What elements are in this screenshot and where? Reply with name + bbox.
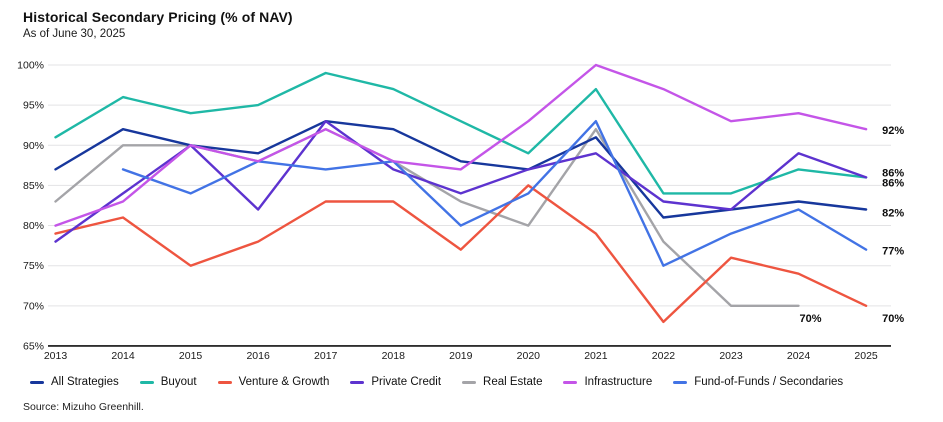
- x-tick-label: 2016: [246, 350, 270, 362]
- series-end-label: 70%: [882, 313, 904, 325]
- series-end-label: 92%: [882, 125, 904, 137]
- chart-subtitle: As of June 30, 2025: [23, 28, 126, 40]
- legend-swatch-icon: [217, 380, 232, 384]
- x-tick-label: 2022: [652, 350, 676, 362]
- x-tick-label: 2013: [44, 350, 68, 362]
- x-tick-label: 2015: [179, 350, 203, 362]
- series-line-infrastructure: [54, 63, 868, 227]
- legend-label: Infrastructure: [584, 376, 653, 388]
- x-tick-label: 2019: [449, 350, 473, 362]
- legend-swatch-icon: [350, 380, 365, 384]
- x-tick-label: 2018: [382, 350, 406, 362]
- series-line-venture-growth: [54, 184, 868, 324]
- series-end-label: 77%: [882, 246, 904, 258]
- legend-swatch-icon: [462, 380, 477, 384]
- legend-item-real-estate: Real Estate: [462, 376, 542, 388]
- legend-item-venture-growth: Venture & Growth: [217, 376, 330, 388]
- x-tick-label: 2020: [517, 350, 541, 362]
- legend-label: All Strategies: [51, 376, 119, 388]
- y-tick-label: 75%: [23, 260, 44, 272]
- legend-swatch-icon: [563, 380, 578, 384]
- legend-item-infrastructure: Infrastructure: [563, 376, 652, 388]
- series-end-label: 86%: [882, 167, 904, 179]
- legend-item-private-credit: Private Credit: [350, 376, 441, 388]
- x-tick-label: 2014: [111, 350, 135, 362]
- series-end-label: 70%: [800, 313, 822, 325]
- x-tick-label: 2024: [787, 350, 811, 362]
- legend-swatch-icon: [673, 380, 688, 384]
- y-tick-label: 95%: [23, 100, 44, 112]
- legend-item-all-strategies: All Strategies: [30, 376, 119, 388]
- legend-swatch-icon: [139, 380, 154, 384]
- source-note: Source: Mizuho Greenhill.: [23, 401, 144, 413]
- legend-label: Private Credit: [371, 376, 442, 388]
- y-tick-label: 70%: [23, 300, 44, 312]
- y-tick-label: 80%: [23, 220, 44, 232]
- x-tick-label: 2023: [719, 350, 743, 362]
- legend-label: Real Estate: [483, 376, 543, 388]
- y-tick-label: 90%: [23, 140, 44, 152]
- x-tick-label: 2017: [314, 350, 338, 362]
- series-line-fund-of-funds-secondaries: [121, 119, 868, 267]
- legend-label: Venture & Growth: [238, 376, 330, 388]
- y-tick-label: 85%: [23, 180, 44, 192]
- series-line-real-estate: [54, 127, 800, 307]
- legend-item-fund-of-funds-secondaries: Fund-of-Funds / Secondaries: [673, 376, 843, 388]
- x-tick-label: 2025: [854, 350, 878, 362]
- page-title: Historical Secondary Pricing (% of NAV): [23, 9, 293, 25]
- series-end-label: 82%: [882, 208, 904, 220]
- y-tick-label: 65%: [23, 340, 44, 352]
- series-end-label: 86%: [882, 177, 904, 189]
- legend-swatch-icon: [30, 380, 44, 384]
- series-line-buyout: [54, 71, 868, 195]
- series-line-private-credit: [54, 119, 868, 243]
- chart-legend: All Strategies Buyout Venture & Growth Priv…: [30, 374, 843, 390]
- y-tick-label: 100%: [17, 60, 44, 72]
- legend-item-buyout: Buyout: [139, 376, 197, 388]
- legend-label: Buyout: [160, 376, 197, 388]
- x-tick-label: 2021: [584, 350, 608, 362]
- legend-label: Fund-of-Funds / Secondaries: [694, 376, 844, 388]
